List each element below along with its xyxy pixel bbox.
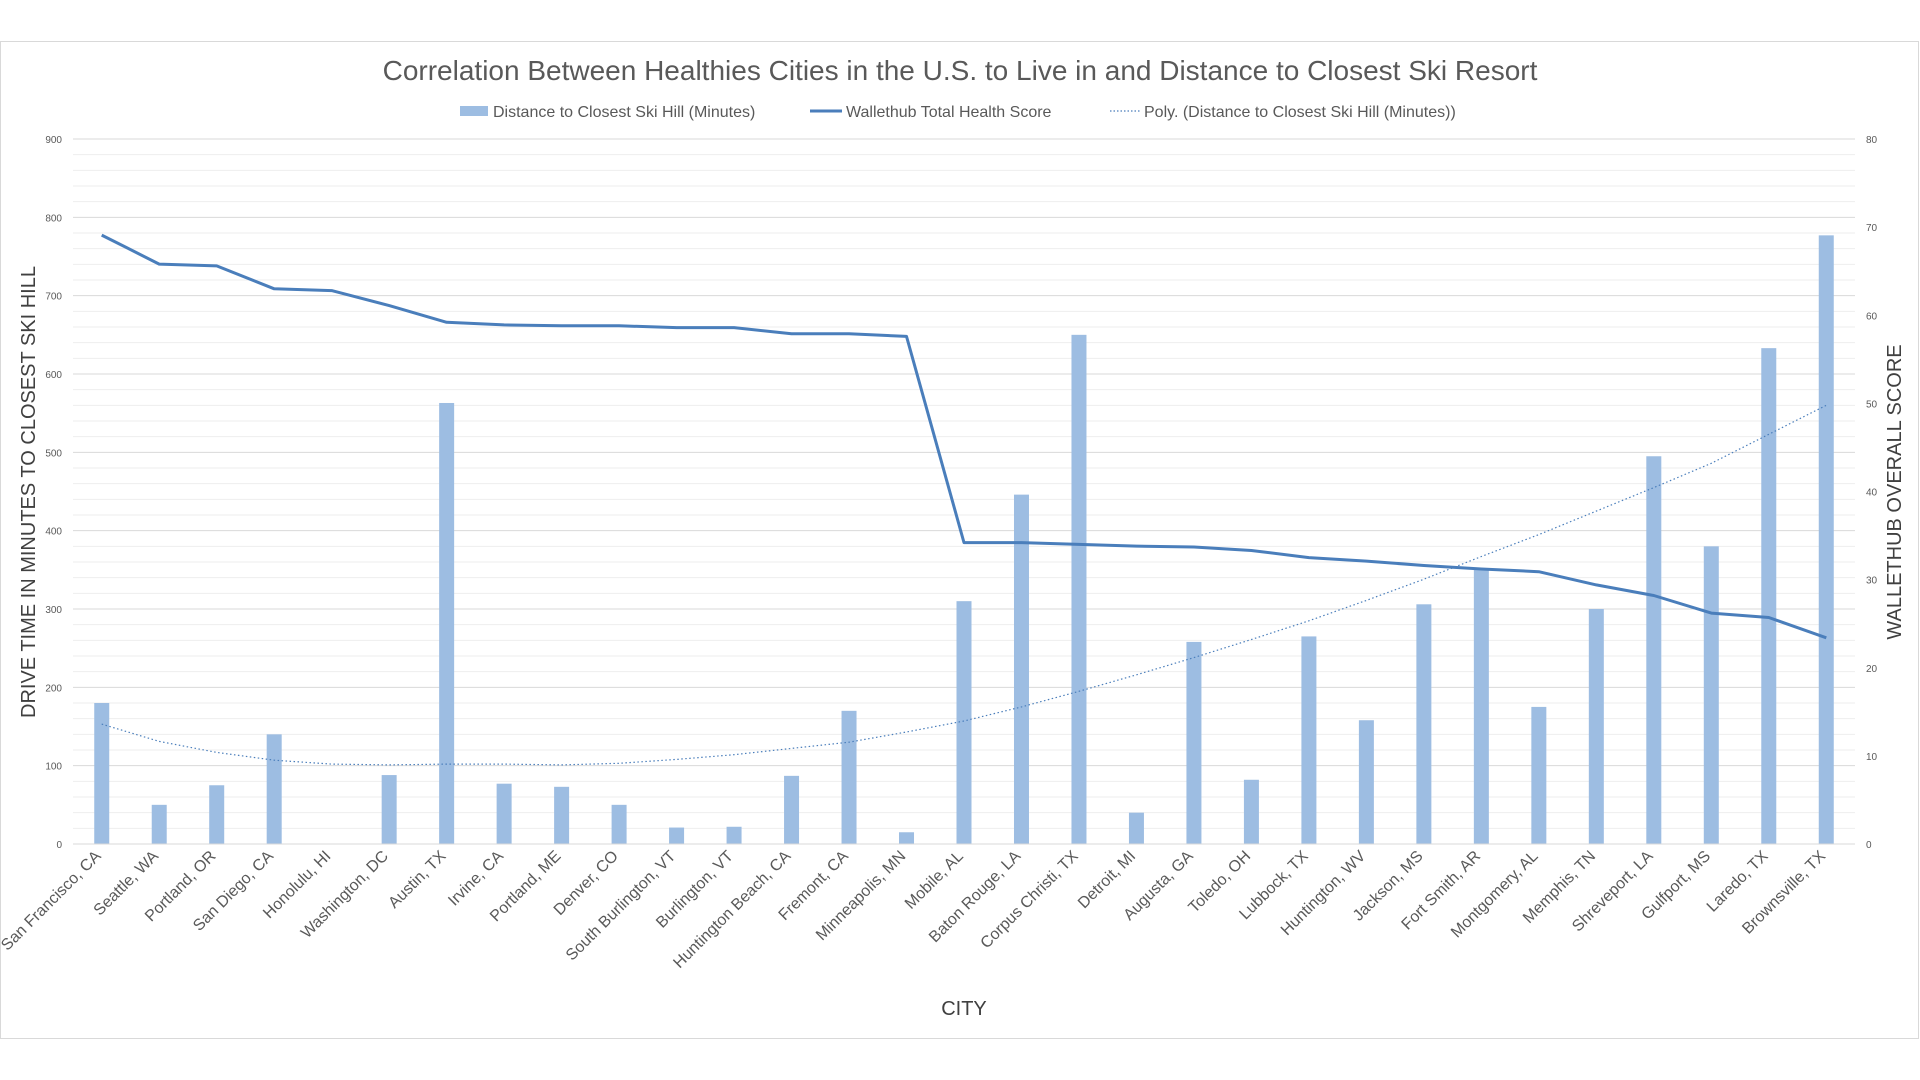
y-tick-label: 400	[45, 527, 62, 538]
y-tick-label: 300	[45, 605, 62, 616]
y2-tick-label: 20	[1866, 664, 1878, 675]
y-tick-label: 800	[45, 213, 62, 224]
legend-label-line: Wallethub Total Health Score	[846, 104, 1052, 121]
bar	[611, 804, 627, 844]
bar	[439, 402, 455, 844]
y-tick-label: 700	[45, 292, 62, 303]
bar	[1071, 334, 1087, 844]
bar	[381, 775, 397, 844]
bar	[496, 783, 512, 844]
x-axis-title: CITY	[941, 998, 987, 1020]
bar	[1588, 609, 1604, 844]
y2-axis-title: WALLETHUB OVERALL SCORE	[1884, 344, 1906, 639]
y-tick-label: 100	[45, 762, 62, 773]
legend-label-trend: Poly. (Distance to Closest Ski Hill (Min…	[1144, 104, 1456, 121]
y2-tick-label: 50	[1866, 399, 1878, 410]
legend: Distance to Closest Ski Hill (Minutes) W…	[460, 104, 1456, 121]
y-tick-label: 900	[45, 135, 62, 146]
bar	[784, 775, 800, 844]
category-label: Austin, TX	[385, 848, 449, 912]
bar	[1358, 720, 1374, 844]
bar	[1531, 706, 1547, 844]
bar	[151, 804, 167, 844]
y2-tick-label: 30	[1866, 576, 1878, 587]
bar	[554, 786, 570, 844]
y-tick-label: 0	[56, 840, 62, 851]
chart-title: Correlation Between Healthies Cities in …	[383, 55, 1538, 86]
bar	[1818, 235, 1834, 845]
line-series	[101, 233, 1827, 640]
bar	[209, 785, 225, 844]
y2-tick-label: 70	[1866, 223, 1878, 234]
bar	[94, 703, 110, 844]
y2-tick-label: 40	[1866, 488, 1878, 499]
category-label: Irvine, CA	[445, 848, 507, 910]
category-label: South Burlington, VT	[563, 848, 680, 965]
bar	[1703, 546, 1719, 844]
bar	[956, 601, 972, 844]
bar	[669, 827, 685, 844]
left-axis-ticks: 0 100 200 300 400 500 600 700 800 900	[45, 135, 62, 851]
y2-tick-label: 10	[1866, 752, 1878, 763]
y-tick-label: 600	[45, 370, 62, 381]
bar	[726, 826, 742, 844]
chart-container	[0, 41, 1919, 1039]
legend-swatch-bar	[460, 106, 488, 116]
y-tick-label: 200	[45, 683, 62, 694]
category-label: Corpus Christi, TX	[978, 848, 1082, 952]
bar	[1013, 494, 1029, 844]
health-score-line	[101, 233, 1827, 640]
bar	[266, 734, 282, 844]
right-axis-ticks: 0 10 20 30 40 50 60 70 80	[1866, 135, 1878, 851]
bar-series	[94, 235, 1834, 845]
bar	[1646, 456, 1662, 844]
bar	[1243, 779, 1259, 844]
y2-tick-label: 80	[1866, 135, 1878, 146]
bar	[1128, 812, 1144, 844]
bar	[899, 832, 915, 844]
bar	[1301, 636, 1317, 844]
category-label: San Francisco, CA	[0, 848, 105, 955]
legend-label-bar: Distance to Closest Ski Hill (Minutes)	[493, 104, 755, 121]
bar	[1761, 348, 1777, 844]
bar	[1416, 604, 1432, 844]
bar	[1186, 641, 1202, 844]
y-tick-label: 500	[45, 448, 62, 459]
bar	[1473, 568, 1489, 844]
y2-tick-label: 60	[1866, 311, 1878, 322]
category-label: Huntington Beach, CA	[670, 848, 794, 972]
y2-tick-label: 0	[1866, 840, 1872, 851]
bar	[841, 710, 857, 844]
y-axis-title: DRIVE TIME IN MINUTES TO CLOSEST SKI HIL…	[18, 266, 40, 718]
